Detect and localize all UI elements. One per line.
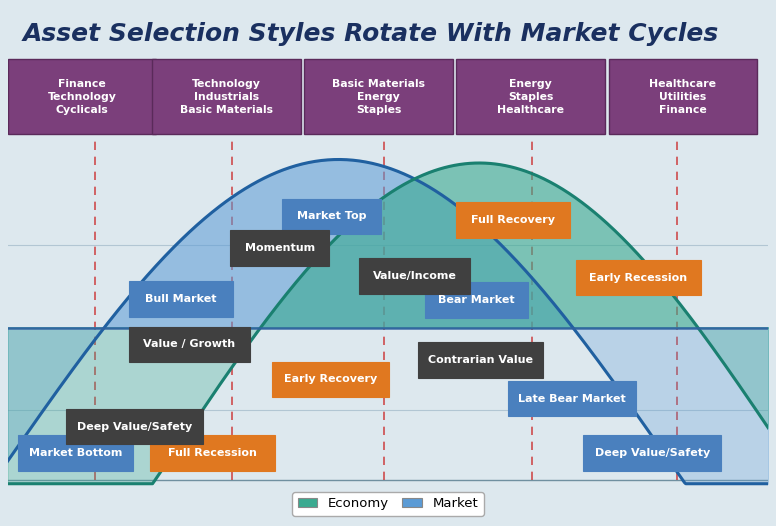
FancyBboxPatch shape	[456, 203, 570, 238]
Text: Early Recovery: Early Recovery	[283, 375, 377, 385]
Text: Late Bear Market: Late Bear Market	[518, 394, 626, 404]
Text: Full Recovery: Full Recovery	[471, 215, 555, 225]
FancyBboxPatch shape	[282, 199, 381, 234]
FancyBboxPatch shape	[456, 59, 605, 134]
Text: Contrarian Value: Contrarian Value	[428, 355, 533, 365]
FancyBboxPatch shape	[418, 342, 543, 378]
Text: Deep Value/Safety: Deep Value/Safety	[77, 422, 192, 432]
Text: Basic Materials
Energy
Staples: Basic Materials Energy Staples	[332, 78, 425, 115]
Legend: Economy, Market: Economy, Market	[293, 492, 483, 516]
FancyBboxPatch shape	[576, 260, 701, 296]
FancyBboxPatch shape	[8, 59, 156, 134]
FancyBboxPatch shape	[359, 258, 470, 294]
FancyBboxPatch shape	[584, 436, 721, 471]
Text: Finance
Technology
Cyclicals: Finance Technology Cyclicals	[47, 78, 116, 115]
FancyBboxPatch shape	[424, 282, 528, 318]
FancyBboxPatch shape	[65, 409, 203, 444]
FancyBboxPatch shape	[608, 59, 757, 134]
Text: Market Top: Market Top	[296, 211, 366, 221]
Text: Deep Value/Safety: Deep Value/Safety	[594, 448, 710, 458]
FancyBboxPatch shape	[230, 230, 330, 266]
Text: Technology
Industrials
Basic Materials: Technology Industrials Basic Materials	[180, 78, 273, 115]
Text: Value/Income: Value/Income	[372, 271, 456, 281]
Text: Market Bottom: Market Bottom	[29, 448, 123, 458]
FancyBboxPatch shape	[19, 436, 133, 471]
FancyBboxPatch shape	[130, 327, 250, 362]
Text: Asset Selection Styles Rotate With Market Cycles: Asset Selection Styles Rotate With Marke…	[23, 22, 719, 46]
Text: Bear Market: Bear Market	[438, 295, 514, 305]
Text: Bull Market: Bull Market	[145, 294, 217, 304]
FancyBboxPatch shape	[304, 59, 452, 134]
Text: Value / Growth: Value / Growth	[144, 339, 236, 349]
FancyBboxPatch shape	[152, 59, 300, 134]
Text: Healthcare
Utilities
Finance: Healthcare Utilities Finance	[650, 78, 716, 115]
Text: Full Recession: Full Recession	[168, 448, 257, 458]
FancyBboxPatch shape	[130, 281, 233, 317]
Text: Early Recession: Early Recession	[589, 273, 688, 283]
FancyBboxPatch shape	[508, 381, 636, 417]
FancyBboxPatch shape	[150, 436, 275, 471]
FancyBboxPatch shape	[272, 362, 389, 397]
Text: Energy
Staples
Healthcare: Energy Staples Healthcare	[497, 78, 564, 115]
Text: Momentum: Momentum	[244, 243, 315, 253]
